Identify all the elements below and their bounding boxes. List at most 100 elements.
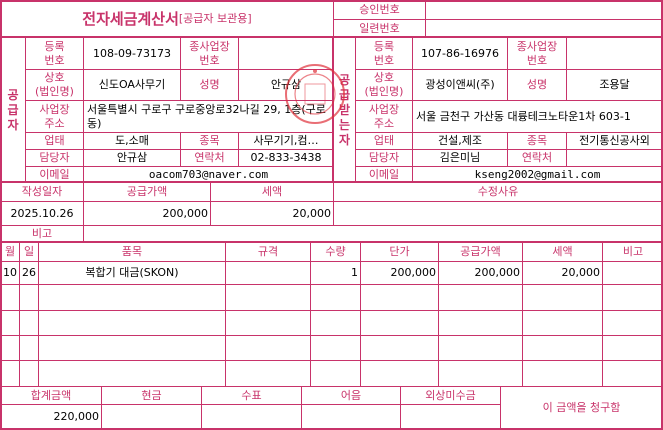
supplier-reg-label: 등록 번호 [25,37,84,70]
item-cell-unit-price: 200,000 [360,261,439,285]
items-header-note: 비고 [602,242,663,262]
divider [0,36,663,38]
item-cell-note [602,310,663,336]
items-header-supply: 공급가액 [438,242,523,262]
receiver-address: 서울 금천구 가산동 대륭테크노타운1차 603-1 [412,100,663,133]
supplier-address: 서울특별시 구로구 구로중앙로32나길 29, 1층(구로동) [83,100,334,133]
totals-value-credit [400,404,501,430]
receiver-name-label: 성명 [507,69,567,101]
date-label: 작성일자 [0,182,84,202]
title-subtitle: [공급자 보관용] [178,12,252,26]
supplier-manager: 안규삼 [83,149,181,167]
invoice-title: 전자세금계산서 [공급자 보관용] [0,0,334,38]
item-cell-note [602,261,663,285]
item-cell-supply [438,284,523,311]
border [0,0,2,430]
supplier-branch-label: 종사업장 번호 [180,37,239,70]
tax-amount: 20,000 [210,201,334,226]
item-cell-unit-price [360,310,439,336]
item-cell-item: 복합기 대금(SKON) [38,261,226,285]
issue-date: 2025.10.26 [0,201,84,226]
item-cell-spec [225,261,311,285]
supply-label: 공급가액 [83,182,211,202]
supplier-biztype: 도,소매 [83,132,181,150]
items-header-tax: 세액 [522,242,603,262]
border [0,0,663,2]
item-cell-tax [522,335,603,361]
totals-header-note: 어음 [301,386,401,405]
item-cell-day [19,335,39,361]
item-cell-month: 10 [0,261,20,285]
items-header-unit-price: 단가 [360,242,439,262]
item-cell-month [0,310,20,336]
item-cell-unit-price [360,335,439,361]
supplier-company: 신도OA사무기 [83,69,181,101]
approval-value [425,0,663,20]
totals-header-total: 합계금액 [0,386,102,405]
item-cell-tax [522,310,603,336]
totals-header-check: 수표 [201,386,302,405]
items-header-qty: 수량 [310,242,361,262]
item-cell-qty: 1 [310,261,361,285]
tax-label: 세액 [210,182,334,202]
divider [0,241,663,243]
item-cell-item [38,310,226,336]
receiver-bizitem: 전기통신공사외 [566,132,663,150]
item-cell-item [38,360,226,387]
supplier-reg-no: 108-09-73173 [83,37,181,70]
item-cell-tax [522,284,603,311]
supplier-manager-label: 담당자 [25,149,84,167]
approval-label: 승인번호 [333,0,426,20]
supplier-biztype-label: 업태 [25,132,84,150]
item-cell-note [602,335,663,361]
reason-value [333,201,663,226]
receiver-reg-label: 등록 번호 [355,37,413,70]
item-cell-qty [310,335,361,361]
item-cell-day [19,360,39,387]
totals-value-cash [101,404,202,430]
border [0,428,663,430]
item-cell-day [19,284,39,311]
totals-value-check [201,404,302,430]
item-cell-qty [310,284,361,311]
supplier-branch-no [238,37,334,70]
item-cell-supply [438,310,523,336]
item-cell-item [38,284,226,311]
item-cell-month [0,284,20,311]
item-cell-supply [438,360,523,387]
title-text: 전자세금계산서 [82,9,179,28]
supplier-company-label: 상호 (법인명) [25,69,84,101]
receiver-branch-label: 종사업장 번호 [507,37,567,70]
items-header-day: 일 [19,242,39,262]
receiver-name: 조용달 [566,69,663,101]
receiver-contact [566,149,663,167]
claim-text: 이 금액을 청구함 [500,386,663,430]
item-cell-spec [225,310,311,336]
reason-label: 수정사유 [333,182,663,202]
supplier-address-label: 사업장 주소 [25,100,84,133]
item-cell-note [602,360,663,387]
item-cell-qty [310,310,361,336]
item-cell-spec [225,335,311,361]
receiver-biztype: 건설,제조 [412,132,508,150]
supplier-contact-label: 연락처 [180,149,239,167]
receiver-manager-label: 담당자 [355,149,413,167]
item-cell-spec [225,360,311,387]
item-cell-tax [522,360,603,387]
items-header-spec: 규격 [225,242,311,262]
item-cell-day [19,310,39,336]
receiver-company-label: 상호 (법인명) [355,69,413,101]
item-cell-qty [310,360,361,387]
divider [0,181,663,183]
receiver-branch-no [566,37,663,70]
supplier-bizitem: 사무기기,컴… [238,132,334,150]
items-header-month: 월 [0,242,20,262]
totals-header-credit: 외상미수금 [400,386,501,405]
item-cell-tax: 20,000 [522,261,603,285]
item-cell-month [0,360,20,387]
receiver-bizitem-label: 종목 [507,132,567,150]
receiver-manager: 김은미님 [412,149,508,167]
